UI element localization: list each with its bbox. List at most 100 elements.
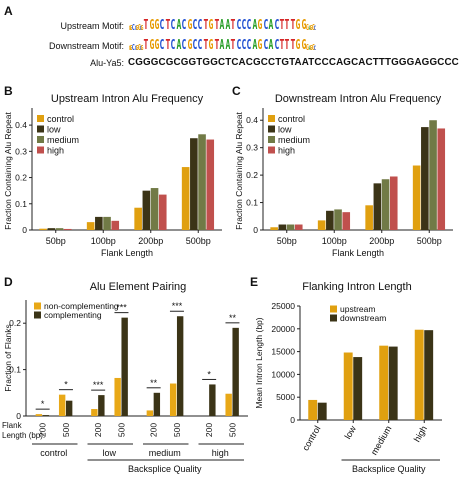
- motif-letter: A: [252, 18, 258, 33]
- legend-swatch: [330, 305, 337, 313]
- legend-label: low: [47, 125, 61, 135]
- bar: [232, 327, 239, 416]
- motif-letter: C: [274, 38, 279, 53]
- legend-label: control: [47, 114, 74, 124]
- flank-length-label: 500: [227, 423, 237, 437]
- legend-swatch: [330, 314, 337, 322]
- motif-letter: T: [279, 18, 285, 33]
- panel-letter-c: C: [232, 84, 241, 98]
- motif-letter: C: [263, 38, 269, 53]
- motif-letter: C: [192, 38, 198, 53]
- motif-letter: A: [268, 18, 274, 33]
- flank-length-label: 500: [61, 423, 71, 437]
- y-tick-label: 0: [22, 225, 27, 235]
- motif-letter: C: [131, 23, 135, 32]
- motif-letter: T: [290, 38, 296, 53]
- motif-letter: G: [311, 23, 315, 32]
- y-tick-label: 0.1: [15, 199, 27, 209]
- bar: [270, 227, 278, 230]
- motif-letter: G: [130, 24, 133, 32]
- bar: [286, 224, 295, 230]
- motif-letter: T: [290, 18, 296, 33]
- bar: [424, 330, 434, 420]
- motif-letter: A: [268, 38, 274, 53]
- motif-letter: G: [257, 38, 263, 53]
- legend-label: medium: [278, 135, 310, 145]
- bar: [414, 329, 424, 420]
- y-tick-label: 0: [253, 225, 258, 235]
- group-label: medium: [149, 448, 181, 458]
- alu-ya5-label: Alu-Ya5:: [90, 58, 124, 68]
- bar: [353, 357, 363, 420]
- bar: [63, 228, 72, 230]
- motif-letter: G: [306, 23, 310, 32]
- motif-letter: T: [203, 18, 209, 33]
- motif-letter: A: [219, 18, 225, 33]
- bar: [206, 139, 215, 230]
- bar: [421, 127, 429, 230]
- bar: [91, 409, 98, 416]
- motif-letter: G: [301, 38, 307, 53]
- y-tick-label: 0.3: [15, 146, 27, 156]
- bar: [388, 346, 398, 420]
- legend-swatch: [268, 115, 275, 122]
- legend-label: downstream: [340, 313, 386, 323]
- motif-letter: T: [230, 18, 236, 33]
- motif-letter: T: [230, 38, 236, 53]
- bar: [429, 120, 437, 230]
- bar: [326, 210, 334, 230]
- group-label: high: [212, 448, 229, 458]
- motif-letter: C: [235, 18, 241, 33]
- flank-length-label: 200: [93, 423, 103, 437]
- y-tick-label: 0.1: [9, 365, 21, 375]
- motif-letter: G: [208, 18, 214, 33]
- x-tick-label: 200bp: [138, 236, 163, 246]
- y-axis-label: Fraction Containing Alu Repeat: [234, 112, 244, 230]
- significance-stars: ***: [93, 380, 104, 390]
- bar: [47, 228, 56, 230]
- motif-letter: C: [170, 38, 176, 53]
- motif-letter: G: [154, 18, 160, 33]
- bar: [39, 228, 47, 230]
- motif-letter: T: [279, 38, 285, 53]
- bar: [225, 393, 232, 416]
- motif-letter: C: [131, 43, 135, 52]
- motif-letter: C: [235, 38, 241, 53]
- legend-label: medium: [47, 135, 79, 145]
- flank-length-label: 500: [116, 423, 126, 437]
- legend-label: complementing: [44, 310, 102, 320]
- bar: [146, 410, 154, 416]
- motif-letter: G: [141, 24, 144, 32]
- motif-letter: G: [309, 44, 313, 52]
- motif-letter: T: [143, 38, 149, 53]
- legend-swatch: [268, 125, 275, 133]
- motif-letter: T: [165, 18, 171, 33]
- legend-swatch: [37, 136, 44, 143]
- bar: [65, 400, 73, 416]
- bar: [278, 224, 287, 230]
- y-tick-label: 0.2: [9, 318, 21, 328]
- motif-letter: G: [141, 44, 144, 52]
- significance-stars: *: [41, 399, 45, 409]
- group-label: control: [40, 448, 67, 458]
- y-tick-label: 15000: [271, 347, 295, 357]
- motif-letter: C: [134, 25, 137, 32]
- flank-length-label: 200: [204, 423, 214, 437]
- motif-letter: G: [148, 18, 154, 33]
- bar: [373, 183, 382, 230]
- legend-swatch: [268, 136, 275, 143]
- legend-label: upstream: [340, 304, 375, 314]
- y-tick-label: 25000: [271, 301, 295, 311]
- flank-length-caption: Length (bp):: [2, 431, 45, 440]
- x-tick-label: 100bp: [322, 236, 347, 246]
- y-tick-label: 0.4: [246, 115, 258, 125]
- chart-title: Upstream Intron Alu Frequency: [51, 93, 204, 105]
- motif-letter: G: [137, 43, 141, 52]
- significance-stars: *: [64, 380, 68, 390]
- legend-label: control: [278, 114, 305, 124]
- bar: [412, 165, 421, 230]
- bar: [176, 316, 184, 416]
- motif-letter: A: [225, 38, 230, 53]
- motif-letter: A: [308, 25, 311, 32]
